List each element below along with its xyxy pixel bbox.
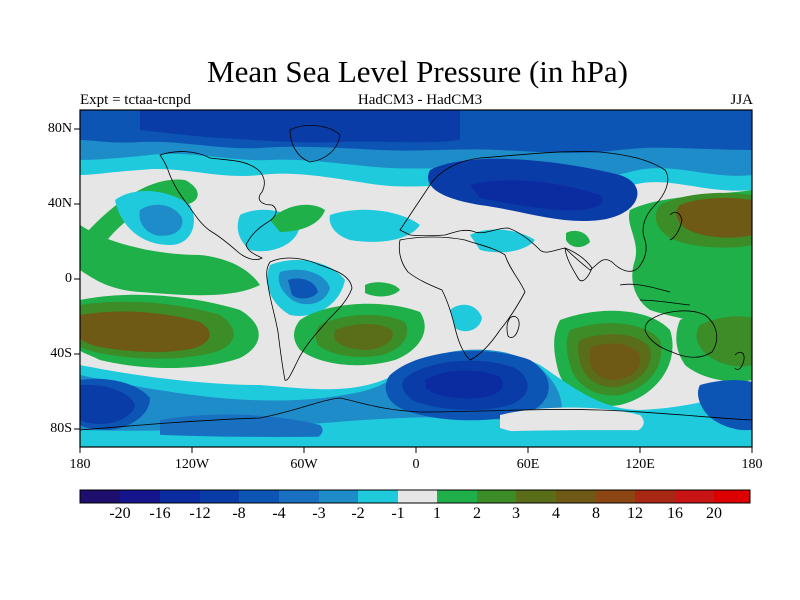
- coast-greenland: [289, 125, 341, 163]
- colorbar-cell: [596, 490, 635, 503]
- colorbar-label: -12: [189, 505, 211, 522]
- coast-north-america: [159, 151, 277, 260]
- model-label: HadCM3 - HadCM3: [357, 92, 483, 108]
- coast-india: [564, 247, 593, 282]
- colorbar-cell: [120, 490, 160, 503]
- east-africa-cyan: [450, 304, 482, 332]
- axis-ticks: [74, 128, 753, 453]
- colorbar-label: -16: [149, 505, 171, 522]
- colorbar-label: -20: [109, 505, 131, 522]
- coast-australia: [644, 310, 718, 358]
- season-label: JJA: [730, 92, 753, 108]
- colorbar-label: -1: [391, 505, 405, 522]
- colorbar-cell: [160, 490, 200, 503]
- atlantic-small-green: [365, 282, 400, 297]
- lon-label: 0: [412, 457, 420, 472]
- lat-label: 40S: [50, 346, 72, 361]
- lat-label: 80S: [50, 421, 72, 436]
- north-pacific-blue-blob: [139, 204, 183, 236]
- coast-indonesia: [619, 283, 691, 306]
- coast-south-america: [266, 257, 353, 381]
- colorbar-cell: [516, 490, 556, 503]
- south-pacific-brown: [80, 311, 210, 353]
- colorbar-cell: [319, 490, 358, 503]
- colorbar-label: -2: [351, 505, 365, 522]
- colorbar-cell: [358, 490, 398, 503]
- colorbar-cell: [675, 490, 714, 503]
- ne-pacific-high-brown: [676, 197, 752, 238]
- south-atlantic-low-navy: [425, 370, 503, 399]
- lon-label: 180: [69, 457, 91, 472]
- map-title: Mean Sea Level Pressure (in hPa): [207, 54, 628, 89]
- coast-new-zealand: [734, 351, 745, 370]
- lat-label: 40N: [47, 196, 72, 211]
- colorbar: [79, 489, 751, 504]
- indian-ocean-brown: [590, 343, 641, 380]
- south-atlantic-olive: [334, 324, 393, 350]
- colorbar-cell: [279, 490, 319, 503]
- lon-label: 120W: [174, 457, 210, 472]
- colorbar-label: 1: [433, 505, 441, 522]
- coast-antarctica: [80, 397, 752, 431]
- coast-japan: [669, 211, 683, 241]
- lon-label: 60E: [516, 457, 540, 472]
- east-pacific-darkgreen: [696, 316, 752, 367]
- atlantic-cyan: [329, 209, 420, 242]
- experiment-label: Expt = tctaa-tcnpd: [80, 92, 191, 108]
- colorbar-frame: [79, 489, 751, 504]
- colorbar-label: 4: [552, 505, 560, 522]
- colorbar-cell: [635, 490, 675, 503]
- colorbar-cell: [398, 490, 437, 503]
- colorbar-label: -8: [232, 505, 246, 522]
- colorbar-label: 20: [706, 505, 722, 522]
- lon-label: 120E: [625, 457, 655, 472]
- lon-label: 180: [741, 457, 763, 472]
- amazon-darkblue: [288, 278, 318, 299]
- arabia-green: [566, 230, 590, 248]
- colorbar-cell: [200, 490, 239, 503]
- lat-label: 80N: [47, 121, 72, 136]
- south-pacific-low-darkblue: [80, 384, 135, 424]
- tropical-pacific-green: [80, 225, 260, 296]
- lon-label: 60W: [290, 457, 318, 472]
- colorbar-cell: [714, 490, 750, 503]
- coast-africa: [398, 236, 526, 361]
- colorbar-cell: [239, 490, 279, 503]
- colorbar-cell: [80, 490, 120, 503]
- colorbar-cell: [477, 490, 516, 503]
- colorbar-label: 2: [473, 505, 481, 522]
- coast-madagascar: [506, 316, 520, 338]
- ross-sea-blue: [697, 380, 752, 431]
- colorbar-label: -3: [312, 505, 326, 522]
- colorbar-cell: [437, 490, 477, 503]
- colorbar-label: 8: [592, 505, 600, 522]
- coast-eurasia: [399, 151, 669, 272]
- lat-label: 0: [65, 271, 72, 286]
- north-atlantic-green: [270, 204, 325, 232]
- colorbar-label: 3: [512, 505, 520, 522]
- eurasia-low-navy: [470, 180, 603, 211]
- colorbar-cell: [556, 490, 596, 503]
- colorbar-label: 12: [627, 505, 643, 522]
- colorbar-label: -4: [272, 505, 286, 522]
- antarctic-edge-lightcyan: [80, 430, 752, 447]
- pressure-field: [80, 110, 752, 447]
- coastlines: [80, 125, 752, 431]
- colorbar-label: 16: [667, 505, 683, 522]
